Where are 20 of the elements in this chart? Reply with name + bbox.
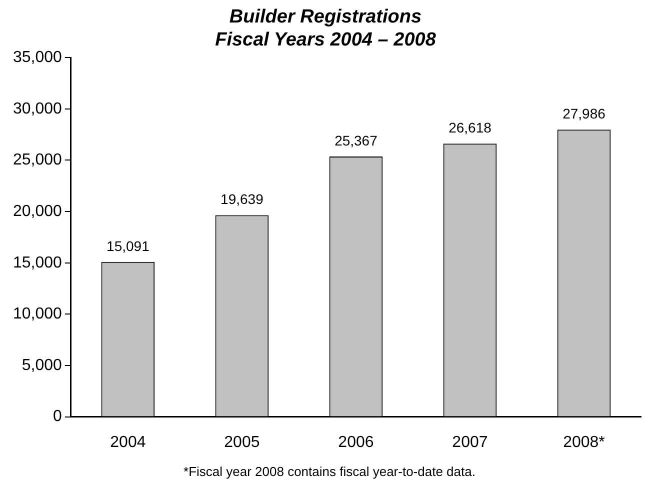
- y-tick-label: 5,000: [22, 356, 62, 374]
- text: *Fiscal year 2008 contains fiscal year-to-date data.: [182, 464, 476, 479]
- x-tick-label: 2008*: [563, 434, 605, 451]
- y-tick-label: 25,000: [13, 152, 62, 169]
- chart-title: Builder Registrations Fiscal Years 2004 – 2008: [215, 6, 436, 50]
- data-label: 27,986: [562, 105, 606, 122]
- data-label: 26,618: [448, 119, 492, 136]
- x-tick-label: 2006: [338, 434, 374, 451]
- x-tick-label: 2005: [224, 434, 260, 451]
- y-tick-label: 35,000: [13, 49, 62, 66]
- y-tick-label: 20,000: [13, 202, 62, 220]
- data-label: 25,367: [334, 132, 378, 148]
- x-tick-label: 2004: [110, 434, 146, 451]
- x-tick-label: 2007: [452, 434, 488, 451]
- data-label: 15,091: [106, 238, 150, 254]
- y-tick-label: 30,000: [13, 100, 62, 118]
- y-tick-label: 0: [53, 408, 62, 426]
- y-tick-label: 15,000: [13, 254, 62, 272]
- data-label: 19,639: [220, 191, 264, 208]
- y-tick-label: 10,000: [13, 306, 62, 323]
